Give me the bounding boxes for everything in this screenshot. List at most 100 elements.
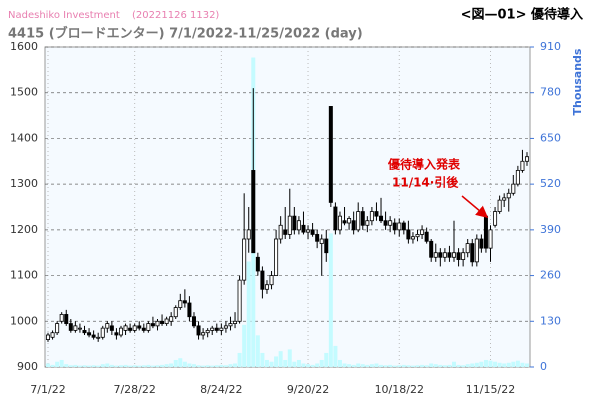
y2-tick-label: 130 bbox=[540, 314, 561, 327]
candle-body bbox=[50, 332, 55, 338]
candle-body bbox=[374, 211, 379, 217]
volume-bar bbox=[46, 363, 50, 367]
candle-body bbox=[315, 234, 320, 242]
candle-body bbox=[401, 222, 406, 231]
volume-bar bbox=[511, 361, 516, 367]
volume-bar bbox=[315, 363, 320, 367]
volume-bar bbox=[91, 365, 96, 367]
volume-bar bbox=[356, 363, 361, 367]
volume-bar bbox=[178, 358, 183, 367]
candle-body bbox=[461, 252, 466, 260]
volume-bar bbox=[114, 365, 119, 367]
candle-body bbox=[319, 238, 324, 244]
candle-body bbox=[228, 323, 233, 327]
volume-bar bbox=[164, 364, 169, 367]
candle-body bbox=[269, 275, 274, 286]
candle-body bbox=[214, 327, 219, 331]
volume-bar bbox=[429, 363, 434, 367]
candle-body bbox=[328, 106, 333, 203]
volume-bar bbox=[155, 365, 160, 367]
y-tick-label: 1000 bbox=[10, 314, 38, 327]
volume-bar bbox=[452, 361, 457, 367]
candle-body bbox=[433, 252, 438, 258]
candle-body bbox=[91, 334, 96, 338]
candle-body bbox=[447, 252, 452, 258]
volume-bar bbox=[388, 364, 393, 367]
volume-bar bbox=[169, 363, 174, 367]
candle-body bbox=[155, 320, 160, 327]
candle-body bbox=[237, 279, 242, 322]
candle-body bbox=[210, 327, 215, 331]
title: Nadeshiko Investment bbox=[8, 10, 120, 21]
candle-body bbox=[515, 170, 520, 185]
candle-body bbox=[191, 316, 196, 327]
volume-bar bbox=[401, 364, 406, 367]
volume-bar bbox=[137, 365, 142, 367]
volume-bar bbox=[301, 363, 306, 367]
candle-body bbox=[397, 222, 402, 231]
candle-body bbox=[410, 236, 415, 240]
y2-axis-label: Thousands bbox=[571, 48, 584, 115]
volume-bar bbox=[201, 365, 206, 367]
candle-body bbox=[278, 224, 283, 240]
candle-body bbox=[274, 238, 279, 276]
volume-bar bbox=[105, 363, 110, 367]
candle-body bbox=[347, 218, 352, 224]
candle-body bbox=[306, 229, 311, 233]
candle-body bbox=[483, 215, 488, 249]
annotation-arrow bbox=[461, 195, 489, 218]
volume-bar bbox=[488, 360, 493, 367]
volume-bar bbox=[269, 361, 274, 367]
candle-body bbox=[452, 252, 457, 258]
candle-body bbox=[296, 220, 301, 231]
candle-body bbox=[87, 332, 92, 336]
volume-bar bbox=[146, 364, 151, 367]
volume-bar bbox=[260, 352, 265, 367]
timestamp: (20221126 1132) bbox=[132, 10, 219, 21]
volume-bar bbox=[128, 365, 133, 367]
x-tick-label: 10/18/22 bbox=[375, 383, 424, 396]
candle-body bbox=[46, 334, 51, 340]
volume-bar bbox=[132, 365, 137, 367]
candle-body bbox=[64, 314, 69, 324]
volume-bar bbox=[292, 361, 297, 367]
volume-bar bbox=[310, 364, 315, 367]
candle-body bbox=[383, 220, 388, 226]
volume-bar bbox=[160, 364, 165, 367]
candle-body bbox=[310, 229, 315, 235]
candle-body bbox=[219, 327, 224, 331]
candle-body bbox=[502, 197, 507, 201]
candle-body bbox=[379, 215, 384, 222]
candle-body bbox=[251, 170, 256, 254]
volume-bar bbox=[287, 349, 292, 367]
y-tick-label: 1100 bbox=[10, 269, 38, 282]
candle-body bbox=[301, 224, 306, 233]
volume-bar bbox=[118, 365, 123, 367]
volume-bar bbox=[433, 364, 438, 367]
volume-bar bbox=[109, 364, 114, 367]
subtitle: 4415 (ブロードエンター) 7/1/2022-11/25/2022 (day… bbox=[8, 26, 363, 42]
volume-bar bbox=[447, 364, 452, 367]
candle-body bbox=[488, 229, 493, 249]
candle-body bbox=[68, 323, 73, 331]
candle-body bbox=[420, 229, 425, 235]
candle-body bbox=[160, 320, 165, 324]
candle-body bbox=[438, 252, 443, 258]
y2-tick-label: 650 bbox=[540, 131, 561, 144]
volume-bar bbox=[55, 361, 60, 367]
candle-body bbox=[255, 256, 260, 272]
candle-body bbox=[169, 316, 174, 322]
candle-body bbox=[360, 211, 365, 226]
volume-bar bbox=[351, 364, 356, 367]
volume-bar bbox=[379, 364, 384, 367]
candle-body bbox=[246, 229, 251, 240]
volume-bar bbox=[237, 352, 242, 367]
volume-bar bbox=[442, 365, 447, 367]
y-tick-label: 1500 bbox=[10, 86, 38, 99]
candle-body bbox=[82, 330, 87, 334]
volume-bar bbox=[465, 364, 470, 367]
volume-bar bbox=[68, 365, 73, 367]
candle-body bbox=[128, 327, 133, 331]
volume-bar bbox=[415, 365, 420, 367]
volume-bar bbox=[77, 365, 82, 367]
